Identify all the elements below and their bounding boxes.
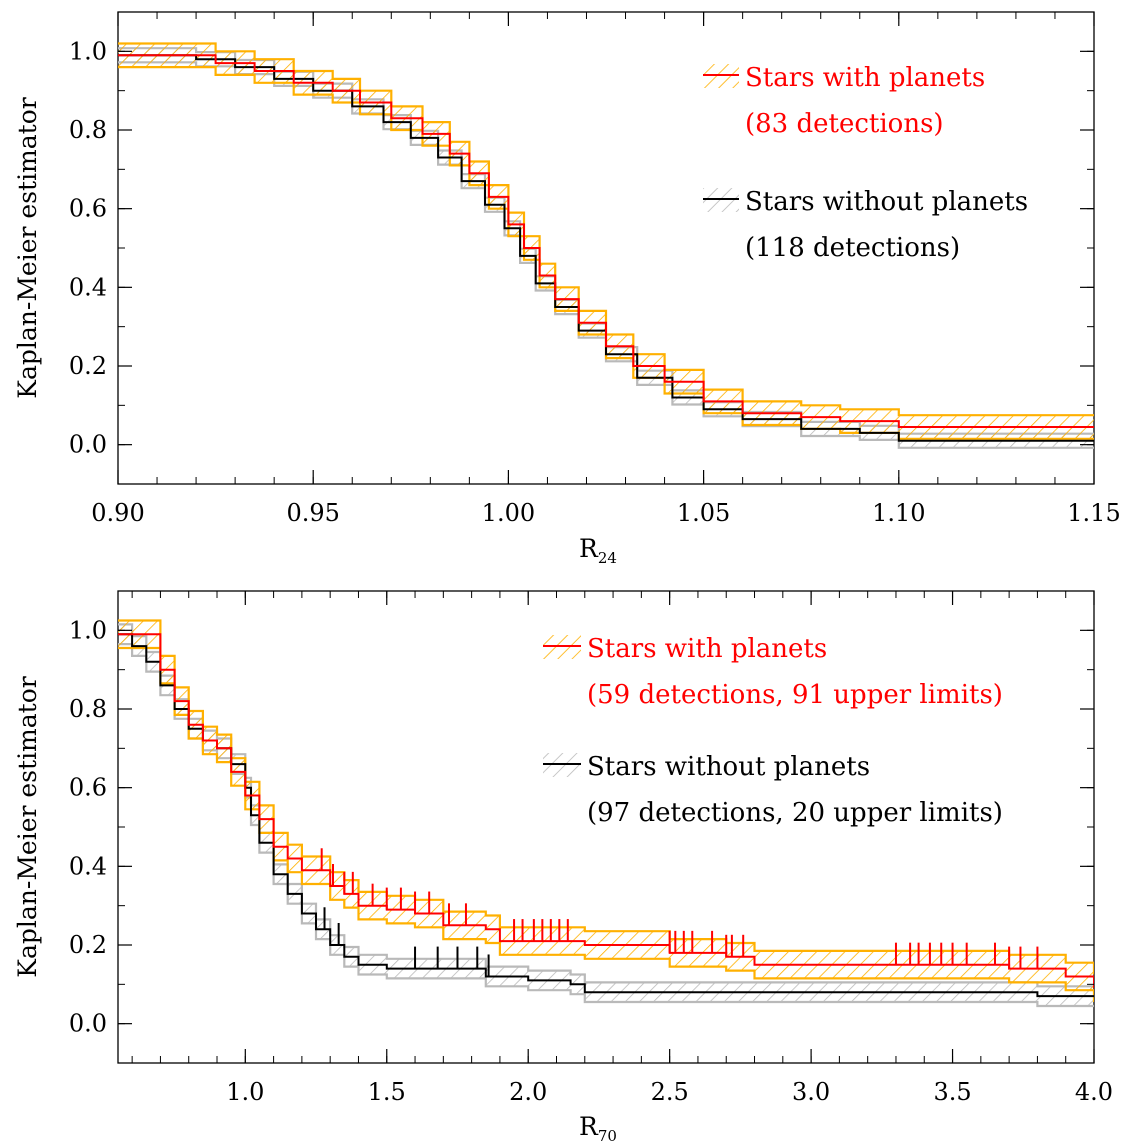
x-tick-label: 1.10 bbox=[872, 499, 925, 527]
y-tick-label: 0.0 bbox=[69, 1010, 107, 1038]
y-tick-label: 0.0 bbox=[69, 431, 107, 459]
y-tick-label: 0.6 bbox=[69, 774, 107, 802]
legend-label: (97 detections, 20 upper limits) bbox=[587, 798, 1003, 828]
x-tick-label: 1.15 bbox=[1067, 499, 1120, 527]
x-tick-label: 3.5 bbox=[933, 1078, 971, 1106]
y-tick-label: 0.4 bbox=[69, 273, 107, 301]
legend-label: (118 detections) bbox=[745, 233, 960, 263]
x-tick-label: 1.0 bbox=[226, 1078, 264, 1106]
y-tick-label: 1.0 bbox=[69, 616, 107, 644]
x-tick-label: 2.0 bbox=[509, 1078, 547, 1106]
panel-r70: Kaplan-Meier estimator R70 1.0 1.5 2.0 2.5 3… bbox=[13, 590, 1113, 1145]
legend-label: Stars without planets bbox=[587, 752, 870, 782]
x-axis-title: R24 bbox=[579, 534, 617, 567]
y-tick-label: 1.0 bbox=[69, 37, 107, 65]
y-tick-label: 0.6 bbox=[69, 195, 107, 223]
x-tick-label: 0.90 bbox=[91, 499, 144, 527]
series-0-band-upper bbox=[118, 42, 1094, 417]
y-axis-title: Kaplan-Meier estimator bbox=[13, 676, 42, 977]
series-1-line bbox=[118, 633, 1094, 998]
x-tick-label: 1.00 bbox=[482, 499, 535, 527]
y-tick-label: 0.4 bbox=[69, 852, 107, 880]
series-0-line bbox=[118, 54, 1094, 428]
plot-area bbox=[118, 619, 1094, 1008]
x-tick-label: 4.0 bbox=[1075, 1078, 1113, 1106]
series-0-band-lower bbox=[118, 646, 1094, 1002]
plot-area bbox=[118, 42, 1094, 449]
panel-r24: Kaplan-Meier estimator R24 0.90 0.95 1.00 1… bbox=[13, 11, 1121, 567]
y-tick-label: 0.2 bbox=[69, 352, 107, 380]
legend-label: Stars with planets bbox=[587, 634, 827, 664]
y-tick-label: 0.8 bbox=[69, 695, 107, 723]
x-tick-label: 0.95 bbox=[286, 499, 339, 527]
legend-label: (59 detections, 91 upper limits) bbox=[587, 680, 1003, 710]
legend-label: Stars without planets bbox=[745, 187, 1028, 217]
y-tick-label: 0.2 bbox=[69, 931, 107, 959]
y-tick-label: 0.8 bbox=[69, 116, 107, 144]
x-axis-title: R70 bbox=[579, 1112, 617, 1145]
x-tick-label: 2.5 bbox=[651, 1078, 689, 1106]
y-axis-title: Kaplan-Meier estimator bbox=[13, 97, 42, 398]
x-tick-label: 1.5 bbox=[368, 1078, 406, 1106]
x-tick-label: 1.05 bbox=[677, 499, 730, 527]
legend-label: (83 detections) bbox=[745, 109, 944, 139]
legend-label: Stars with planets bbox=[745, 63, 985, 93]
x-tick-label: 3.0 bbox=[792, 1078, 830, 1106]
